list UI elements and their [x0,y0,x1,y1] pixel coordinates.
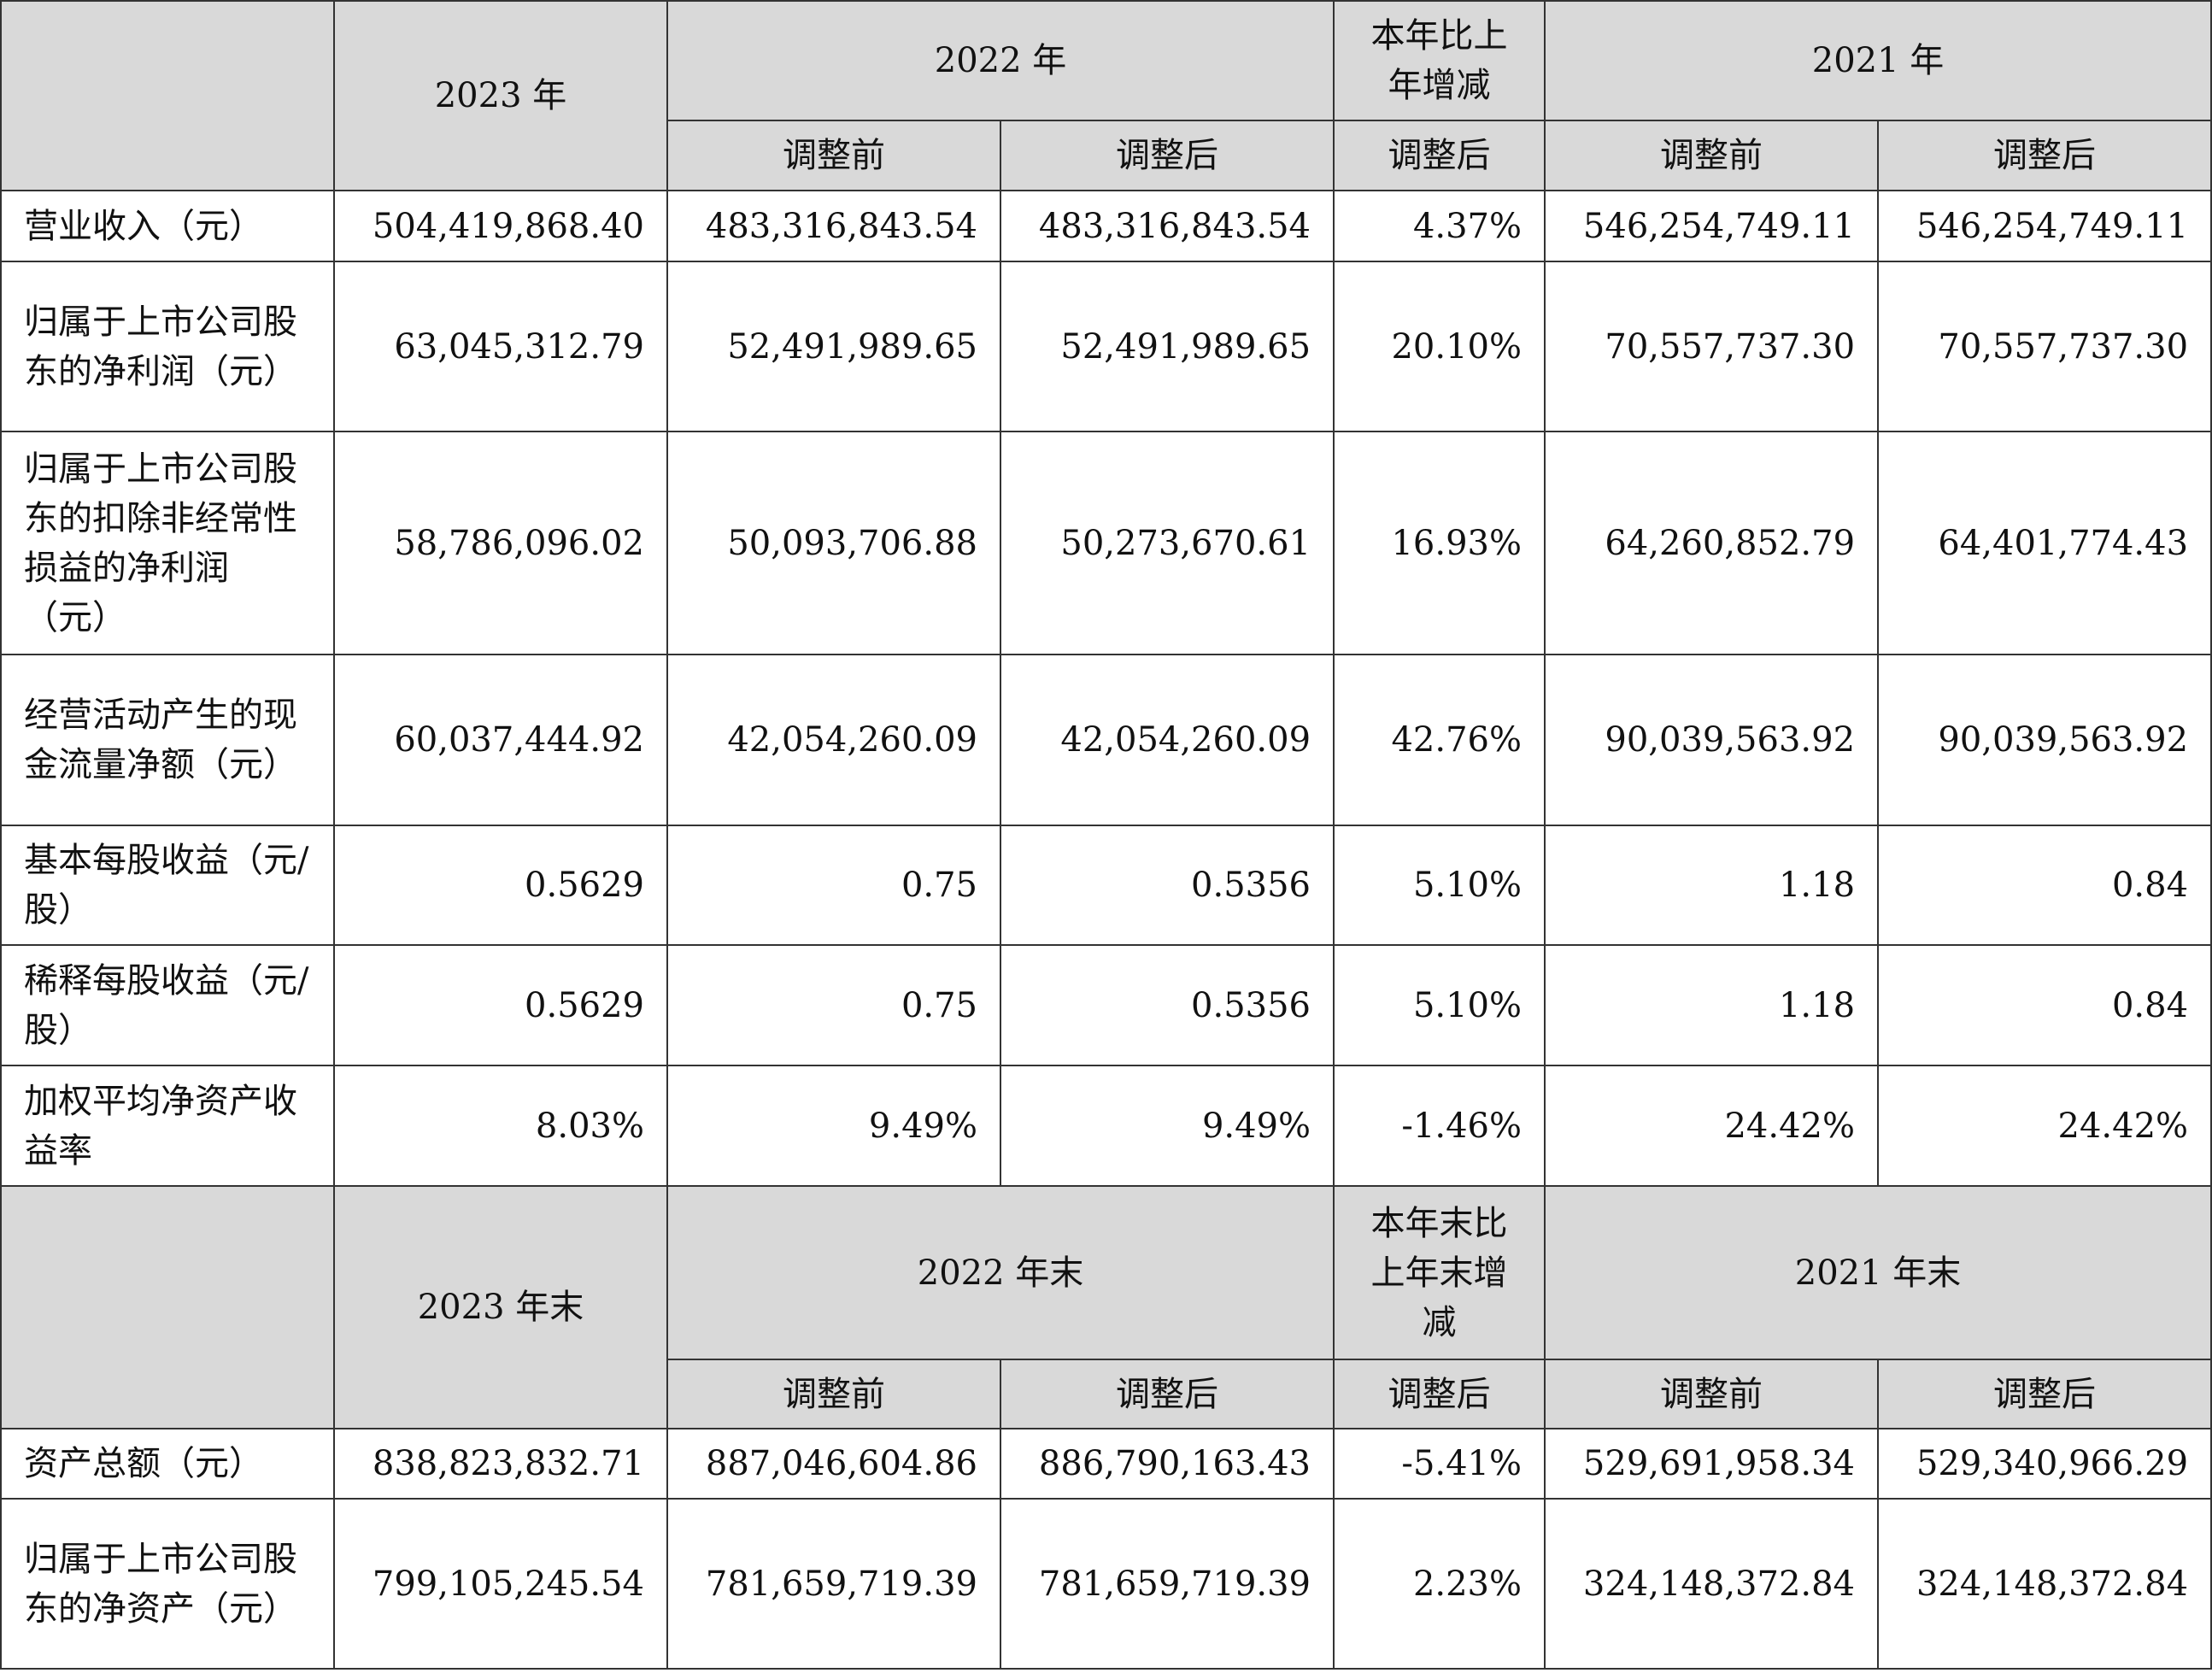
header-corner-cell [0,1185,335,1429]
value-2021-before: 546,254,749.11 [1544,190,1880,262]
value-change: 5.10% [1333,944,1546,1066]
value-2021-after: 0.84 [1877,944,2212,1066]
row-label: 营业收入（元） [0,190,335,262]
value-change: 4.37% [1333,190,1546,262]
value-2021-after: 24.42% [1877,1065,2212,1187]
value-2022-before: 887,046,604.86 [666,1428,1001,1500]
value-2022-before: 781,659,719.39 [666,1498,1001,1670]
value-2023: 58,786,096.02 [333,431,668,655]
header-yearend-change: 本年末比上年末增减 [1333,1185,1546,1360]
value-2021-before: 324,148,372.84 [1544,1498,1880,1670]
value-2021-before: 90,039,563.92 [1544,654,1880,826]
table-row: 经营活动产生的现金流量净额（元） 60,037,444.92 42,054,26… [0,654,2212,826]
value-2022-before: 50,093,706.88 [666,431,1001,655]
table-row: 归属于上市公司股东的扣除非经常性损益的净利润（元） 58,786,096.02 … [0,431,2212,655]
header-year-2021: 2021 年 [1544,0,2212,121]
table-row: 营业收入（元） 504,419,868.40 483,316,843.54 48… [0,190,2212,262]
value-change: -5.41% [1333,1428,1546,1500]
value-2023: 799,105,245.54 [333,1498,668,1670]
value-2021-before: 1.18 [1544,944,1880,1066]
value-2023: 504,419,868.40 [333,190,668,262]
header-year-2023: 2023 年 [333,0,668,191]
value-2023: 8.03% [333,1065,668,1187]
header-corner-cell [0,0,335,191]
value-2021-after: 324,148,372.84 [1877,1498,2212,1670]
header-yearend-2023: 2023 年末 [333,1185,668,1429]
value-2023: 63,045,312.79 [333,261,668,432]
value-2023: 838,823,832.71 [333,1428,668,1500]
value-2021-before: 529,691,958.34 [1544,1428,1880,1500]
row-label: 归属于上市公司股东的净资产（元） [0,1498,335,1670]
value-2021-before: 70,557,737.30 [1544,261,1880,432]
subheader-2022-after: 调整后 [999,1359,1335,1429]
value-2023: 0.5629 [333,825,668,946]
value-2022-before: 9.49% [666,1065,1001,1187]
subheader-2021-before: 调整前 [1544,120,1880,191]
table-row: 稀释每股收益（元/股） 0.5629 0.75 0.5356 5.10% 1.1… [0,944,2212,1066]
value-2021-after: 0.84 [1877,825,2212,946]
value-2022-after: 50,273,670.61 [999,431,1335,655]
value-2023: 0.5629 [333,944,668,1066]
value-2021-after: 90,039,563.92 [1877,654,2212,826]
value-change: 16.93% [1333,431,1546,655]
value-change: 42.76% [1333,654,1546,826]
subheader-2022-before: 调整前 [666,120,1001,191]
row-label: 归属于上市公司股东的净利润（元） [0,261,335,432]
value-2021-after: 529,340,966.29 [1877,1428,2212,1500]
header-yearend-2021: 2021 年末 [1544,1185,2212,1360]
row-label: 资产总额（元） [0,1428,335,1500]
subheader-change-after: 调整后 [1333,120,1546,191]
row-label: 加权平均净资产收益率 [0,1065,335,1187]
table-row: 归属于上市公司股东的净资产（元） 799,105,245.54 781,659,… [0,1498,2212,1670]
value-2022-after: 483,316,843.54 [999,190,1335,262]
value-2022-before: 52,491,989.65 [666,261,1001,432]
table-row: 资产总额（元） 838,823,832.71 887,046,604.86 88… [0,1428,2212,1500]
row-label: 归属于上市公司股东的扣除非经常性损益的净利润（元） [0,431,335,655]
subheader-change-after: 调整后 [1333,1359,1546,1429]
value-2021-before: 24.42% [1544,1065,1880,1187]
value-2021-after: 70,557,737.30 [1877,261,2212,432]
value-2022-after: 52,491,989.65 [999,261,1335,432]
balance-header-row: 2023 年末 2022 年末 本年末比上年末增减 2021 年末 [0,1185,2212,1429]
income-header-row: 2023 年 2022 年 本年比上年增减 2021 年 [0,0,2212,191]
subheader-2021-after: 调整后 [1877,120,2212,191]
value-2022-before: 0.75 [666,944,1001,1066]
value-2022-before: 0.75 [666,825,1001,946]
value-2021-after: 546,254,749.11 [1877,190,2212,262]
header-year-2022: 2022 年 [666,0,1335,121]
table-row: 加权平均净资产收益率 8.03% 9.49% 9.49% -1.46% 24.4… [0,1065,2212,1187]
value-2022-before: 42,054,260.09 [666,654,1001,826]
value-2021-after: 64,401,774.43 [1877,431,2212,655]
row-label: 经营活动产生的现金流量净额（元） [0,654,335,826]
subheader-2021-after: 调整后 [1877,1359,2212,1429]
balance-subheader-row: 调整前 调整后 调整后 调整前 调整后 [1,1359,2212,1429]
subheader-2022-before: 调整前 [666,1359,1001,1429]
value-2022-after: 886,790,163.43 [999,1428,1335,1500]
value-2022-after: 781,659,719.39 [999,1498,1335,1670]
subheader-2022-after: 调整后 [999,120,1335,191]
value-2022-after: 42,054,260.09 [999,654,1335,826]
value-2023: 60,037,444.92 [333,654,668,826]
value-change: 2.23% [1333,1498,1546,1670]
value-2022-after: 0.5356 [999,825,1335,946]
value-change: -1.46% [1333,1065,1546,1187]
header-yearend-2022: 2022 年末 [666,1185,1335,1360]
value-2021-before: 64,260,852.79 [1544,431,1880,655]
value-change: 5.10% [1333,825,1546,946]
subheader-2021-before: 调整前 [1544,1359,1880,1429]
value-2022-after: 9.49% [999,1065,1335,1187]
value-2022-before: 483,316,843.54 [666,190,1001,262]
row-label: 基本每股收益（元/股） [0,825,335,946]
value-2021-before: 1.18 [1544,825,1880,946]
row-label: 稀释每股收益（元/股） [0,944,335,1066]
table-row: 归属于上市公司股东的净利润（元） 63,045,312.79 52,491,98… [0,261,2212,432]
table-row: 基本每股收益（元/股） 0.5629 0.75 0.5356 5.10% 1.1… [0,825,2212,946]
header-yoy-change: 本年比上年增减 [1333,0,1546,121]
value-change: 20.10% [1333,261,1546,432]
income-subheader-row: 调整前 调整后 调整后 调整前 调整后 [1,120,2212,191]
value-2022-after: 0.5356 [999,944,1335,1066]
